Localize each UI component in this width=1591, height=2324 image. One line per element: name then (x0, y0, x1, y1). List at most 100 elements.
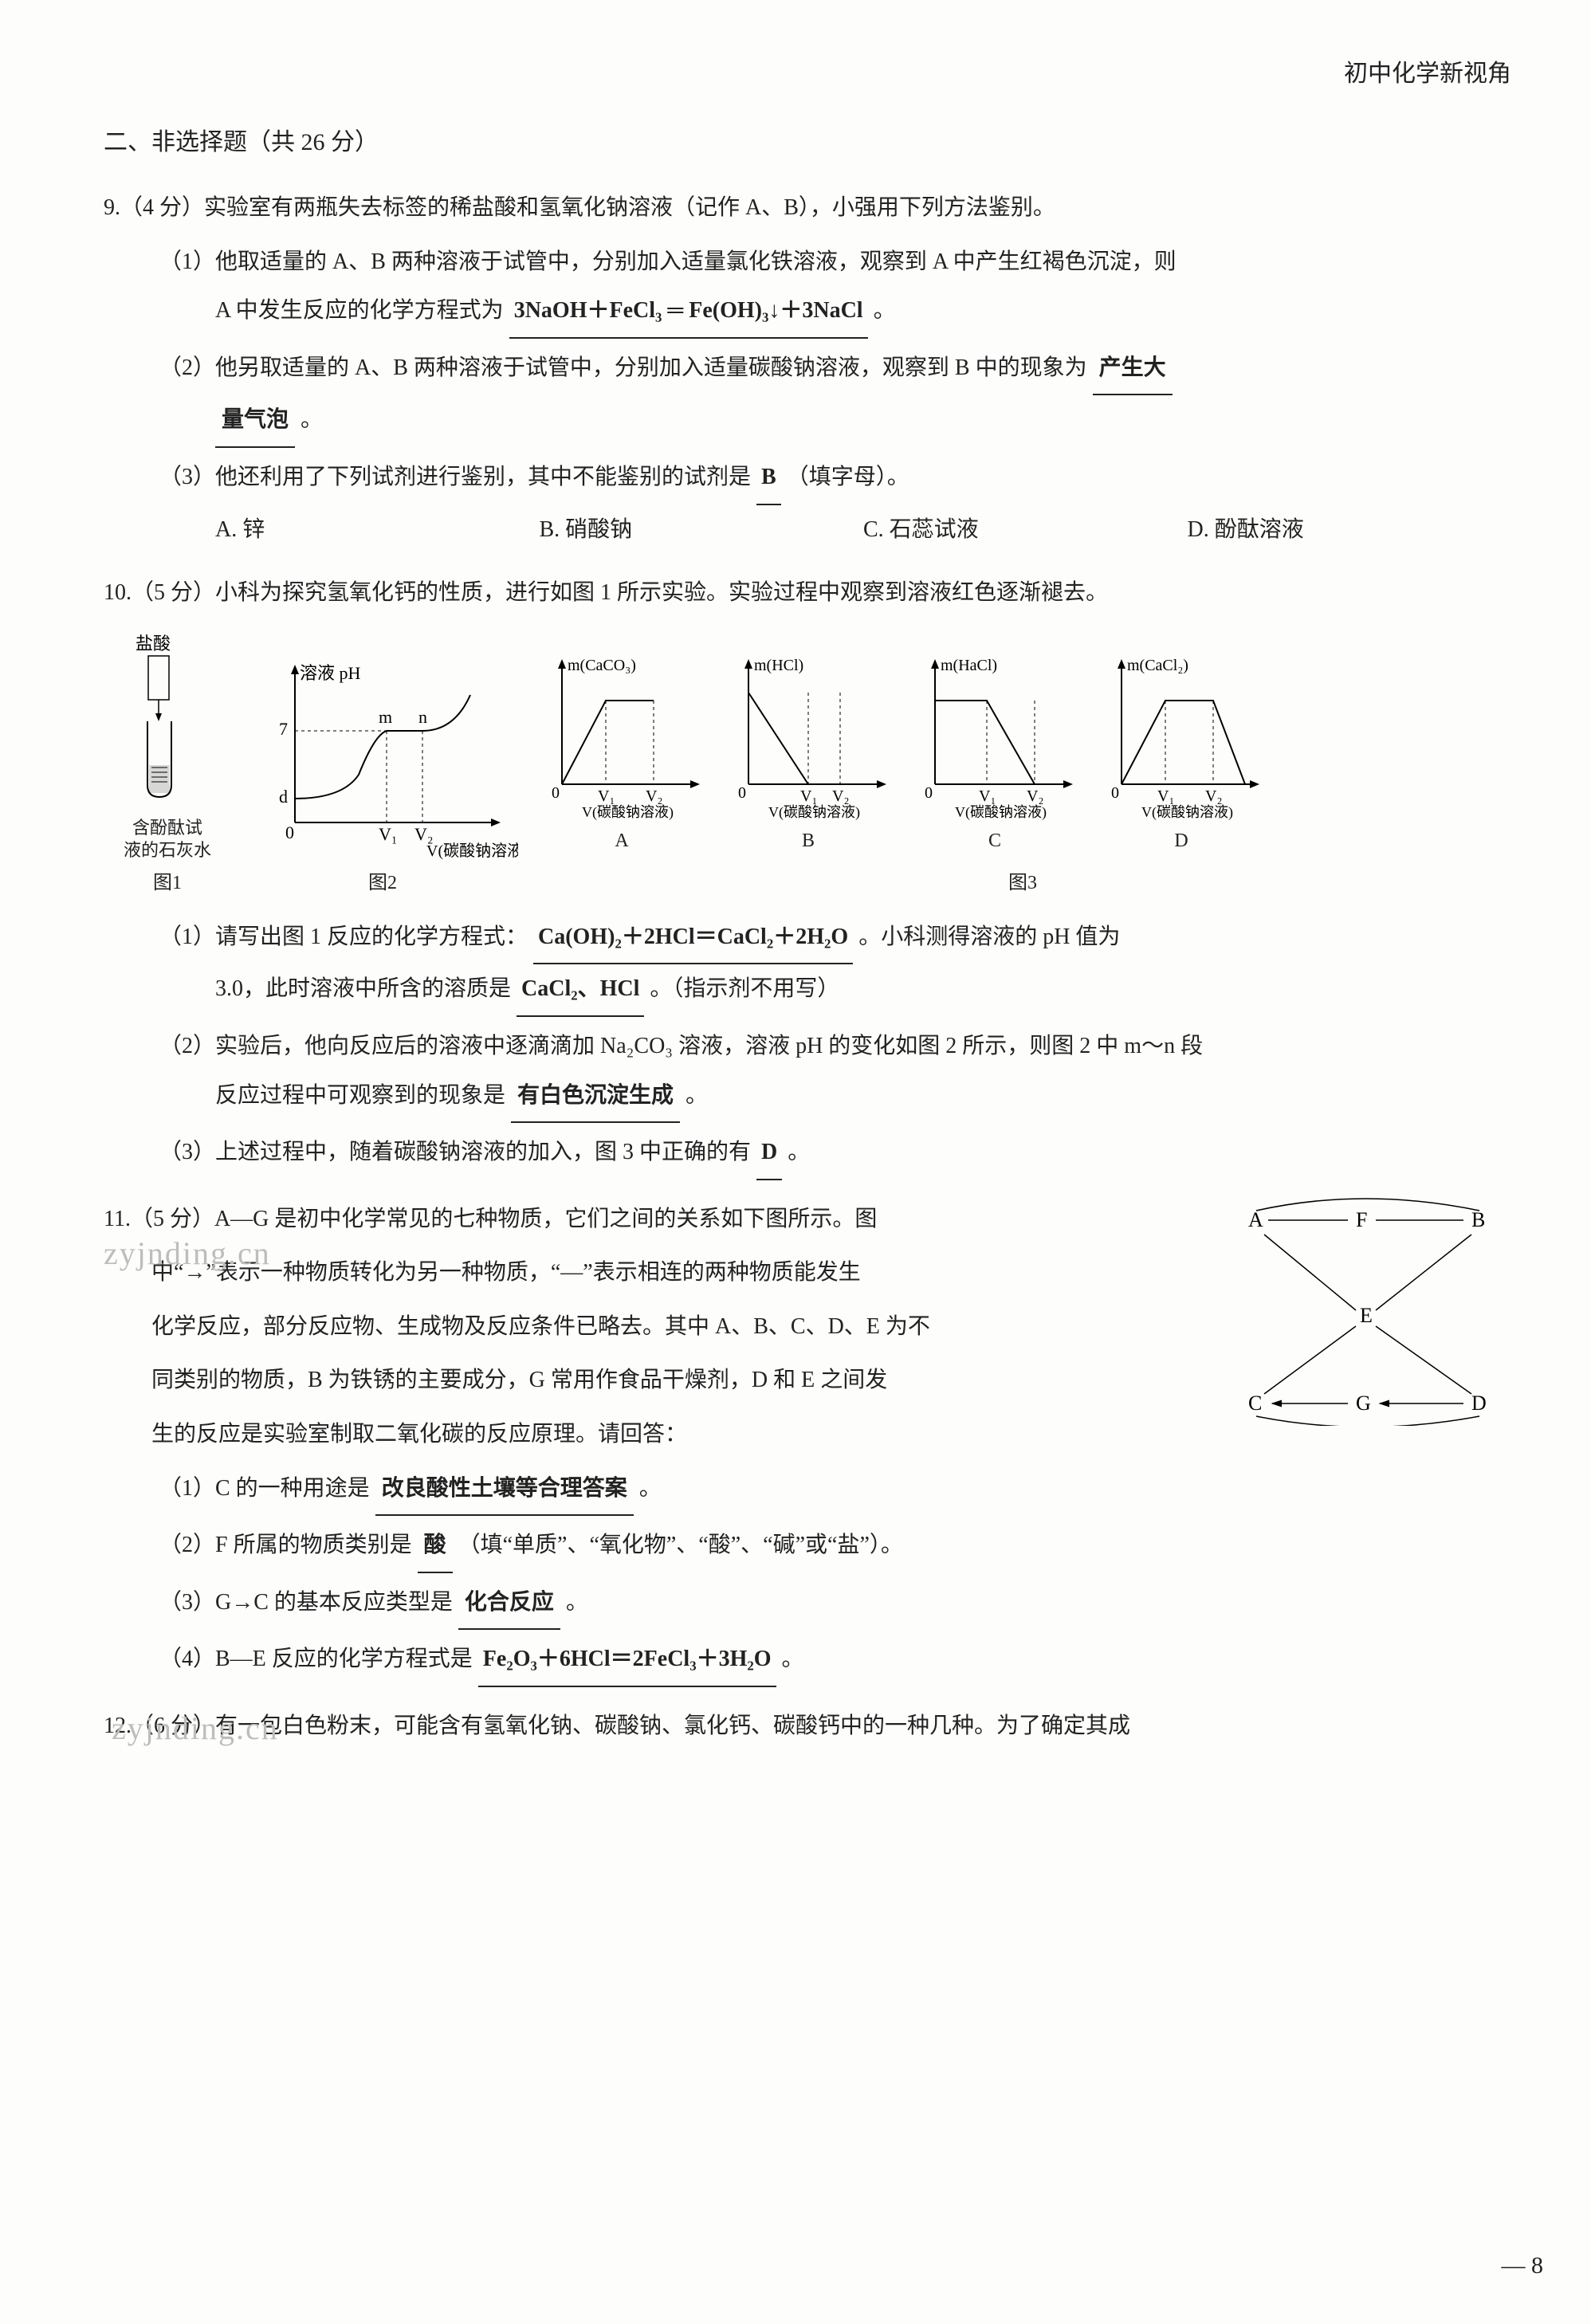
q9-stem: 9.（4 分）实验室有两瓶失去标签的稀盐酸和氢氧化钠溶液（记作 A、B），小强用… (104, 183, 1511, 233)
q9-part3: （3）他还利用了下列试剂进行鉴别，其中不能鉴别的试剂是 B （填字母）。 (104, 453, 1511, 505)
fig3-c-label: C (907, 820, 1082, 862)
q11-part2: （2）F 所属的物质类别是 酸 （填“单质”、“氧化物”、“酸”、“碱”或“盐”… (104, 1521, 1511, 1573)
question-9: 9.（4 分）实验室有两瓶失去标签的稀盐酸和氢氧化钠溶液（记作 A、B），小强用… (104, 183, 1511, 554)
q11-part3-text: （3）G→C 的基本反应类型是 (159, 1590, 453, 1615)
q10-part3-tail: 。 (788, 1140, 810, 1164)
q11-line5: 生的反应是实验室制取二氧化碳的反应原理。请回答： (104, 1410, 1200, 1459)
q10-part1-answer: Ca(OH)₂＋2HCl＝CaCl₂＋2H₂O (533, 913, 853, 965)
svg-text:0: 0 (738, 784, 746, 802)
q11-part4-text: （4）B—E 反应的化学方程式是 (159, 1647, 473, 1671)
q10-part1c-answer: CaCl₂、HCl (517, 964, 644, 1017)
fig2-n: n (418, 707, 427, 727)
q11-part1: （1）C 的一种用途是 改良酸性土壤等合理答案 。 (104, 1464, 1511, 1517)
q10-part3-text: （3）上述过程中，随着碳酸钠溶液的加入，图 3 中正确的有 (159, 1140, 751, 1164)
q10-stem: 10.（5 分）小科为探究氢氧化钙的性质，进行如图 1 所示实验。实验过程中观察… (104, 568, 1511, 618)
svg-text:0: 0 (285, 822, 294, 842)
fig2-v2: V₂ (414, 824, 434, 844)
q10-part2-tail: 。 (686, 1083, 708, 1108)
q10-part2-answer: 有白色沉淀生成 (511, 1071, 680, 1124)
q9-options: A. 锌 B. 硝酸钠 C. 石蕊试液 D. 酚酞溶液 (104, 505, 1511, 555)
q9-part1-answer: 3NaOH＋FeCl₃ ═ Fe(OH)₃↓＋3NaCl (509, 286, 868, 339)
q9-part1-line1: （1）他取适量的 A、B 两种溶液于试管中，分别加入适量氯化铁溶液，观察到 A … (104, 238, 1511, 287)
page-number-value: 8 (1531, 2252, 1543, 2279)
fig3-panel-b: m(HCl) 0 V₁ V₂ V(碳酸钠溶液) B (721, 653, 896, 862)
svg-text:V(碳酸钠溶液): V(碳酸钠溶液) (955, 804, 1047, 820)
svg-text:V(碳酸钠溶液): V(碳酸钠溶液) (1141, 804, 1233, 820)
fig1-top-label: 盐酸 (136, 634, 171, 654)
q9-part1-tail: 。 (874, 298, 896, 323)
fig2-yd: d (279, 787, 288, 807)
q10-part3-answer: D (756, 1128, 782, 1180)
q11-part3-answer: 化合反应 (458, 1578, 560, 1631)
q11-part4-answer: Fe₂O₃＋6HCl＝2FeCl₃＋3H₂O (478, 1635, 776, 1687)
q11-part3-tail: 。 (566, 1590, 588, 1615)
fig2-v1: V₁ (379, 824, 398, 844)
q10-part2-line1: （2）实验后，他向反应后的溶液中逐滴滴加 Na₂CO₃ 溶液，溶液 pH 的变化… (104, 1022, 1511, 1071)
q9-part3-tail: （填字母）。 (787, 465, 909, 489)
svg-text:V₂: V₂ (1027, 787, 1043, 805)
fig2-caption: 图2 (247, 862, 518, 905)
fig3-caption: 图3 (534, 862, 1511, 905)
svg-text:V₁: V₁ (979, 787, 996, 805)
q11-part1-tail: 。 (639, 1476, 662, 1501)
q10-part1-line1: （1）请写出图 1 反应的化学方程式： Ca(OH)₂＋2HCl＝CaCl₂＋2… (104, 913, 1511, 965)
q9-part2-tail: 。 (301, 407, 323, 432)
svg-text:V₁: V₁ (1157, 787, 1174, 805)
q10-part1-line2: 3.0，此时溶液中所含的溶质是 CaCl₂、HCl 。（指示剂不用写） (104, 964, 1511, 1017)
fig3-panel-c: m(HaCl) 0 V₁ V₂ V(碳酸钠溶液) C (907, 653, 1082, 862)
svg-text:m(CaCl₂): m(CaCl₂) (1127, 657, 1188, 674)
q10-part3: （3）上述过程中，随着碳酸钠溶液的加入，图 3 中正确的有 D 。 (104, 1128, 1511, 1180)
q9-part2-answer-a: 产生大 (1093, 343, 1173, 396)
svg-text:V₁: V₁ (800, 787, 817, 805)
q11-line4: 同类别的物质，B 为铁锈的主要成分，G 常用作食品干燥剂，D 和 E 之间发 (104, 1356, 1200, 1405)
fig3-b-label: B (721, 820, 896, 862)
q11-part4-tail: 。 (782, 1647, 804, 1671)
fig2-xlabel: V(碳酸钠溶液) (426, 842, 518, 860)
svg-text:C: C (1248, 1392, 1262, 1415)
fig2-ylabel: 溶液 pH (300, 663, 361, 683)
svg-text:0: 0 (1111, 784, 1119, 802)
page-header: 初中化学新视角 (104, 48, 1511, 100)
svg-text:V₂: V₂ (1205, 787, 1222, 805)
q10-fig1-svg: 盐酸 (104, 634, 231, 817)
svg-text:D: D (1471, 1392, 1487, 1415)
q11-part3: （3）G→C 的基本反应类型是 化合反应 。 (104, 1578, 1511, 1631)
q10-part1d-text: 。（指示剂不用写） (650, 976, 839, 1001)
q10-fig3: m(CaCO₃) 0 V₁ V₂ V(碳酸钠溶液) A (534, 653, 1511, 905)
question-10: 10.（5 分）小科为探究氢氧化钙的性质，进行如图 1 所示实验。实验过程中观察… (104, 568, 1511, 1180)
q9-part3-text: （3）他还利用了下列试剂进行鉴别，其中不能鉴别的试剂是 (159, 465, 751, 489)
q11-part2-text: （2）F 所属的物质类别是 (159, 1533, 412, 1557)
q9-option-c: C. 石蕊试液 (863, 505, 1188, 555)
q9-option-d: D. 酚酞溶液 (1188, 505, 1512, 555)
q9-part2-text: （2）他另取适量的 A、B 两种溶液于试管中，分别加入适量碳酸钠溶液，观察到 B… (159, 355, 1087, 380)
svg-text:V₂: V₂ (646, 787, 662, 805)
q9-part1-line2: A 中发生反应的化学方程式为 3NaOH＋FeCl₃ ═ Fe(OH)₃↓＋3N… (104, 286, 1511, 339)
q10-part1c-text: 3.0，此时溶液中所含的溶质是 (215, 976, 511, 1001)
fig1-bottom-label: 含酚酞试 液的石灰水 (104, 817, 231, 862)
q10-fig2-svg: 溶液 pH 7 d m n V₁ V₂ V(碳酸钠溶液) 0 (247, 655, 518, 862)
svg-text:B: B (1471, 1208, 1485, 1231)
watermark-2: zyjnding.cn (112, 1694, 279, 1764)
q11-diagram: A F B E C G D (1224, 1195, 1511, 1426)
q12-stem: 12.（6 分）有一包白色粉末，可能含有氢氧化钠、碳酸钠、氯化钙、碳酸钙中的一种… (104, 1702, 1511, 1751)
q11-part1-answer: 改良酸性土壤等合理答案 (375, 1464, 634, 1517)
q9-part2-line1: （2）他另取适量的 A、B 两种溶液于试管中，分别加入适量碳酸钠溶液，观察到 B… (104, 343, 1511, 396)
q11-part1-text: （1）C 的一种用途是 (159, 1476, 370, 1501)
svg-text:V₁: V₁ (598, 787, 615, 805)
svg-text:V₂: V₂ (832, 787, 849, 805)
q10-fig2: 溶液 pH 7 d m n V₁ V₂ V(碳酸钠溶液) 0 图2 (247, 655, 518, 905)
svg-text:G: G (1356, 1392, 1371, 1415)
fig3-a-label: A (534, 820, 709, 862)
q11-part2-answer: 酸 (418, 1521, 453, 1573)
svg-text:V(碳酸钠溶液): V(碳酸钠溶液) (768, 804, 860, 820)
svg-text:m(CaCO₃): m(CaCO₃) (568, 657, 636, 674)
q10-fig1: 盐酸 含酚酞试 液的石灰水 图1 (104, 634, 231, 905)
q9-option-b: B. 硝酸钠 (540, 505, 864, 555)
q11-part4: （4）B—E 反应的化学方程式是 Fe₂O₃＋6HCl＝2FeCl₃＋3H₂O … (104, 1635, 1511, 1687)
fig2-y7: 7 (279, 719, 288, 739)
q11-part2-tail: （填“单质”、“氧化物”、“酸”、“碱”或“盐”）。 (458, 1533, 903, 1557)
q10-part2-text: 反应过程中可观察到的现象是 (215, 1083, 505, 1108)
q9-part1-text: A 中发生反应的化学方程式为 (215, 298, 504, 323)
svg-text:E: E (1360, 1304, 1373, 1327)
svg-text:0: 0 (552, 784, 560, 802)
